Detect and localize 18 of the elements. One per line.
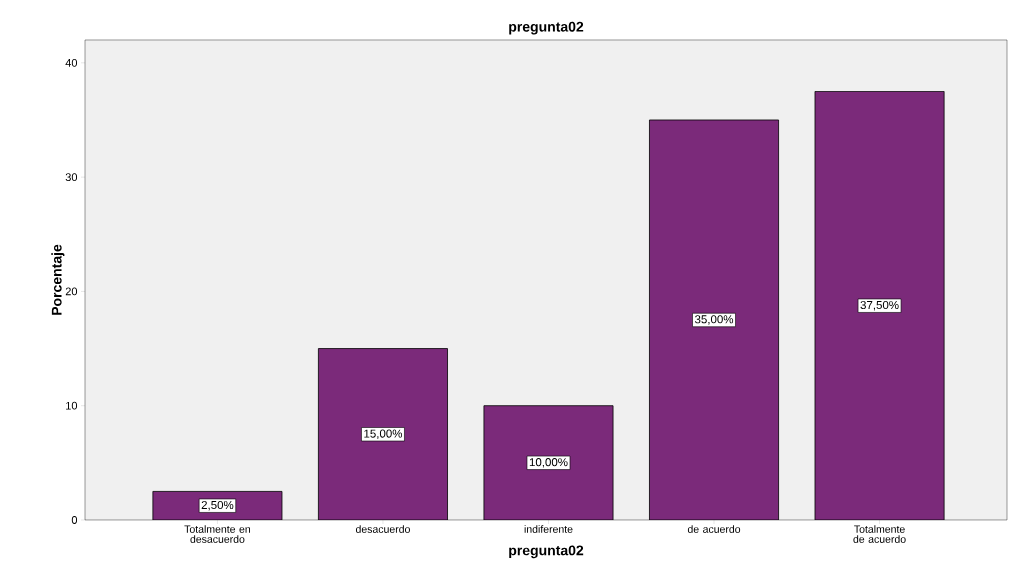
data-label: 15,00% bbox=[364, 429, 403, 440]
x-axis-title: pregunta02 bbox=[509, 545, 584, 559]
x-tick-label: desacuerdo bbox=[355, 525, 410, 533]
y-tick-label: 20 bbox=[65, 287, 78, 296]
chart-title: pregunta02 bbox=[509, 21, 584, 35]
data-label: 10,00% bbox=[529, 458, 568, 468]
data-label: 37,50% bbox=[860, 300, 899, 311]
y-tick-label: 30 bbox=[65, 173, 78, 182]
y-tick-label: 0 bbox=[71, 516, 78, 524]
y-axis-title: Porcentaje bbox=[51, 244, 65, 315]
data-label: 35,00% bbox=[694, 315, 734, 325]
x-tick-label: Totalmente en desacuerdo bbox=[184, 525, 251, 543]
y-tick-label: 10 bbox=[66, 401, 78, 410]
x-tick-label: de acuerdo bbox=[687, 525, 741, 533]
y-tick-label: 40 bbox=[65, 58, 78, 67]
data-label: 2,50% bbox=[201, 500, 234, 511]
x-tick-label: indiferente bbox=[524, 525, 573, 533]
x-tick-label: Totalmente de acuerdo bbox=[853, 525, 906, 543]
